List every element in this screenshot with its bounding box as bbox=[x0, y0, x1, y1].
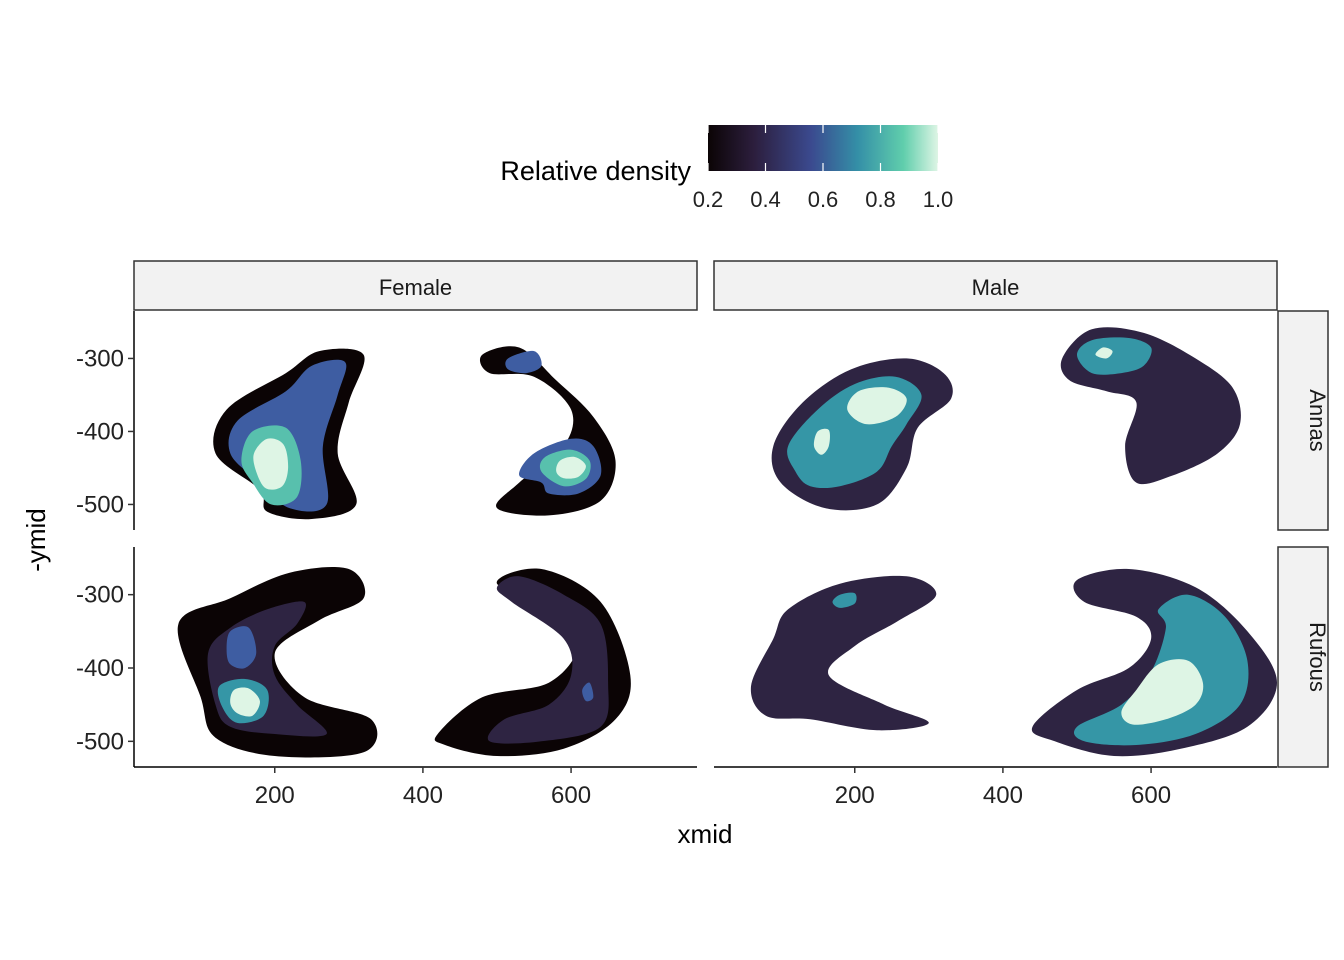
density-region-1 bbox=[847, 387, 907, 425]
panel-female-annas bbox=[213, 346, 616, 520]
panel-male-rufous bbox=[750, 568, 1277, 757]
panels bbox=[177, 327, 1277, 758]
x-tick-label: 400 bbox=[403, 782, 443, 809]
x-tick-label: 600 bbox=[1131, 782, 1171, 809]
y-axis-title: -ymid bbox=[21, 508, 51, 572]
density-region-0.4 bbox=[487, 576, 609, 744]
strip-female-label: Female bbox=[379, 275, 452, 300]
strip-rufous bbox=[1277, 546, 1329, 768]
density-region-0.6 bbox=[505, 350, 542, 374]
x-tick-label: 400 bbox=[983, 782, 1023, 809]
y-tick-label: -400 bbox=[76, 418, 124, 445]
density-region-1 bbox=[813, 428, 831, 455]
density-region-1 bbox=[253, 438, 289, 490]
legend-ticks: 0.2 0.4 0.6 0.8 1.0 bbox=[693, 125, 954, 212]
legend-tick-label: 1.0 bbox=[923, 187, 954, 212]
panel-male-annas bbox=[771, 327, 1241, 511]
x-tick-label: 600 bbox=[551, 782, 591, 809]
legend-tick-label: 0.4 bbox=[750, 187, 781, 212]
density-region-1 bbox=[230, 687, 260, 717]
y-tick-label: -400 bbox=[76, 655, 124, 682]
legend-tick-label: 0.8 bbox=[865, 187, 896, 212]
density-region-0.4 bbox=[750, 575, 937, 731]
legend-tick-label: 0.2 bbox=[693, 187, 724, 212]
facet-strips: Female Male Annas Rufous bbox=[133, 260, 1330, 768]
y-tick-label: -300 bbox=[76, 345, 124, 372]
density-region-1 bbox=[1095, 347, 1113, 359]
x-tick-label: 200 bbox=[255, 782, 295, 809]
x-axis-title: xmid bbox=[678, 819, 733, 849]
density-region-0.8 bbox=[832, 592, 857, 608]
density-region-0.6 bbox=[582, 682, 594, 702]
strip-female bbox=[133, 260, 698, 311]
y-tick-label: -500 bbox=[76, 491, 124, 518]
strip-male bbox=[713, 260, 1278, 311]
density-region-1 bbox=[556, 456, 586, 479]
strip-annas bbox=[1277, 310, 1329, 531]
strip-annas-label: Annas bbox=[1305, 389, 1330, 451]
density-region-1 bbox=[1121, 659, 1204, 725]
axes: -300 -400 -500 -300 -400 -500 200 400 600 200 400 6… bbox=[76, 311, 1277, 809]
panel-female-rufous bbox=[177, 566, 631, 758]
density-region-0.8 bbox=[1077, 337, 1152, 375]
x-tick-label: 200 bbox=[835, 782, 875, 809]
legend: Relative density 0.2 0.4 0.6 0.8 1.0 bbox=[500, 125, 953, 212]
legend-title: Relative density bbox=[500, 156, 691, 186]
y-tick-label: -300 bbox=[76, 582, 124, 609]
strip-rufous-label: Rufous bbox=[1305, 622, 1330, 692]
y-tick-label: -500 bbox=[76, 728, 124, 755]
legend-tick-label: 0.6 bbox=[808, 187, 839, 212]
density-region-0.6 bbox=[226, 626, 257, 669]
strip-male-label: Male bbox=[972, 275, 1020, 300]
